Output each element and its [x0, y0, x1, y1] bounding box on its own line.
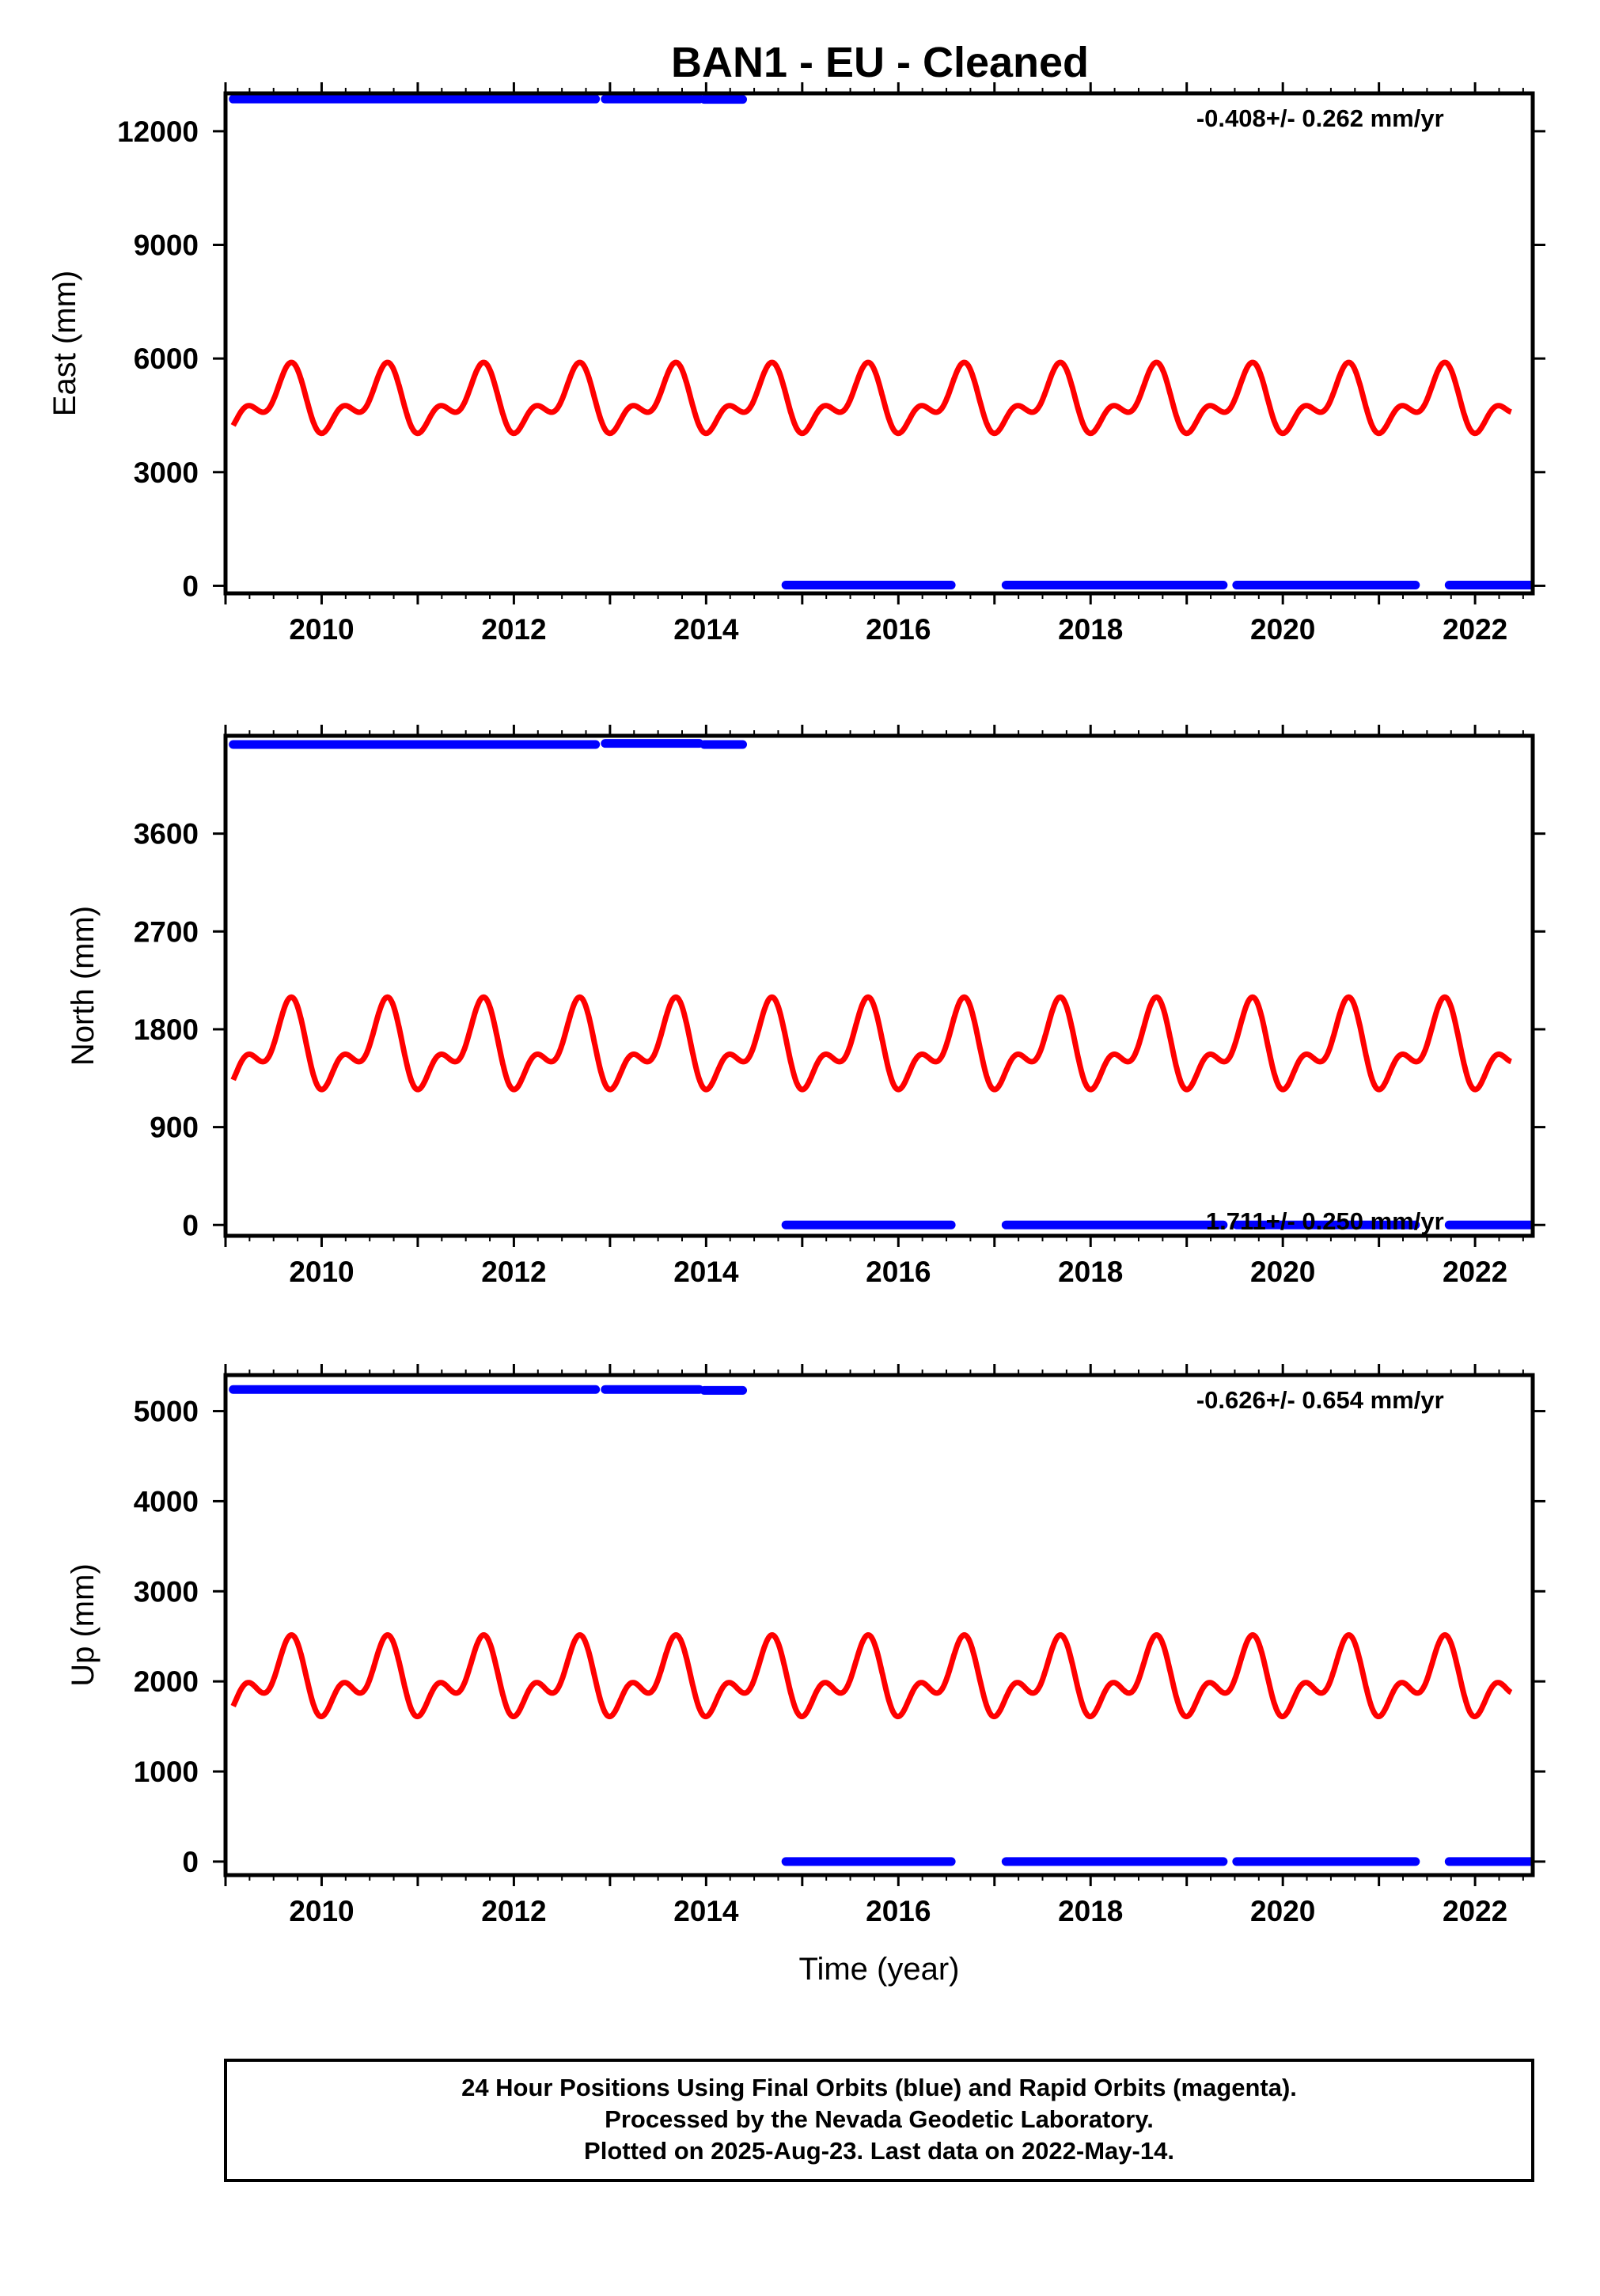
x-axis-title: Time (year) — [799, 1952, 960, 1987]
y-tick-label-2000: 2000 — [134, 1665, 199, 1698]
x-tick-label-2014: 2014 — [673, 1895, 739, 1927]
y-tick-label-3000: 3000 — [134, 457, 199, 489]
footer-frame — [224, 2059, 1534, 2182]
x-tick-label-2020: 2020 — [1250, 1895, 1315, 1927]
x-tick-label-2014: 2014 — [673, 1256, 739, 1288]
footer-box: 24 Hour Positions Using Final Orbits (bl… — [224, 2059, 1534, 2182]
y-axis-title-east-mm: East (mm) — [47, 271, 82, 416]
y-axis-title-up-mm: Up (mm) — [66, 1563, 100, 1687]
y-tick-label-0: 0 — [182, 1209, 199, 1241]
y-axis-title-north-mm: North (mm) — [66, 906, 100, 1066]
footer-line-3: Plotted on 2025-Aug-23. Last data on 202… — [584, 2137, 1174, 2165]
footer-line-2: Processed by the Nevada Geodetic Laborat… — [605, 2105, 1154, 2133]
red-seasonal-model-curve — [230, 1632, 1514, 1720]
x-tick-label-2018: 2018 — [1058, 613, 1123, 646]
y-tick-label-9000: 9000 — [134, 229, 199, 262]
plot-area — [229, 739, 1533, 1229]
x-tick-label-2020: 2020 — [1250, 613, 1315, 646]
x-tick-label-2016: 2016 — [866, 1895, 931, 1927]
plot-area — [229, 1385, 1533, 1866]
up-panel: 2010 2012 2014 2016 2018 2020 2022 0 1000 2000 300… — [66, 1364, 1545, 1987]
y-tick-label-4000: 4000 — [134, 1485, 199, 1517]
y-tick-label-2700: 2700 — [134, 915, 199, 948]
y-tick-label-3600: 3600 — [134, 818, 199, 851]
velocity-rate-label: -0.626+/- 0.654 mm/yr — [1196, 1386, 1444, 1414]
north-panel: 2010 2012 2014 2016 2018 2020 2022 0 900 1800 2700… — [66, 725, 1545, 1288]
y-tick-label-5000: 5000 — [134, 1396, 199, 1428]
x-tick-label-2014: 2014 — [673, 613, 739, 646]
y-tick-label-0: 0 — [182, 570, 199, 602]
velocity-rate-label: -0.408+/- 0.262 mm/yr — [1196, 104, 1444, 132]
y-tick-label-1800: 1800 — [134, 1013, 199, 1046]
x-tick-label-2010: 2010 — [289, 613, 354, 646]
panel-frame — [223, 733, 1535, 1238]
x-tick-label-2022: 2022 — [1443, 613, 1507, 646]
panel-frame — [223, 1373, 1535, 1877]
panel-frame — [223, 91, 1535, 596]
x-tick-label-2012: 2012 — [481, 613, 546, 646]
y-tick-label-3000: 3000 — [134, 1575, 199, 1608]
y-tick-label-900: 900 — [150, 1112, 199, 1144]
red-seasonal-model-curve — [230, 359, 1514, 437]
x-tick-label-2012: 2012 — [481, 1895, 546, 1927]
y-tick-label-6000: 6000 — [134, 343, 199, 375]
x-tick-label-2022: 2022 — [1443, 1895, 1507, 1927]
figure-title: BAN1 - EU - Cleaned — [671, 39, 1089, 86]
x-tick-label-2016: 2016 — [866, 613, 931, 646]
x-tick-label-2022: 2022 — [1443, 1256, 1507, 1288]
x-tick-label-2020: 2020 — [1250, 1256, 1315, 1288]
east-panel: 2010 2012 2014 2016 2018 2020 2022 0 3000 6000 900… — [47, 82, 1545, 646]
x-tick-label-2010: 2010 — [289, 1895, 354, 1927]
y-tick-label-12000: 12000 — [117, 116, 199, 148]
x-tick-label-2012: 2012 — [481, 1256, 546, 1288]
plot-area — [229, 94, 1533, 589]
x-tick-label-2016: 2016 — [866, 1256, 931, 1288]
x-tick-label-2018: 2018 — [1058, 1895, 1123, 1927]
red-seasonal-model-curve — [230, 994, 1514, 1093]
footer-line-1: 24 Hour Positions Using Final Orbits (bl… — [461, 2074, 1297, 2101]
y-tick-label-1000: 1000 — [134, 1756, 199, 1788]
y-tick-label-0: 0 — [182, 1846, 199, 1878]
x-tick-label-2010: 2010 — [289, 1256, 354, 1288]
velocity-rate-label: 1.711+/- 0.250 mm/yr — [1206, 1207, 1444, 1235]
x-tick-label-2018: 2018 — [1058, 1256, 1123, 1288]
